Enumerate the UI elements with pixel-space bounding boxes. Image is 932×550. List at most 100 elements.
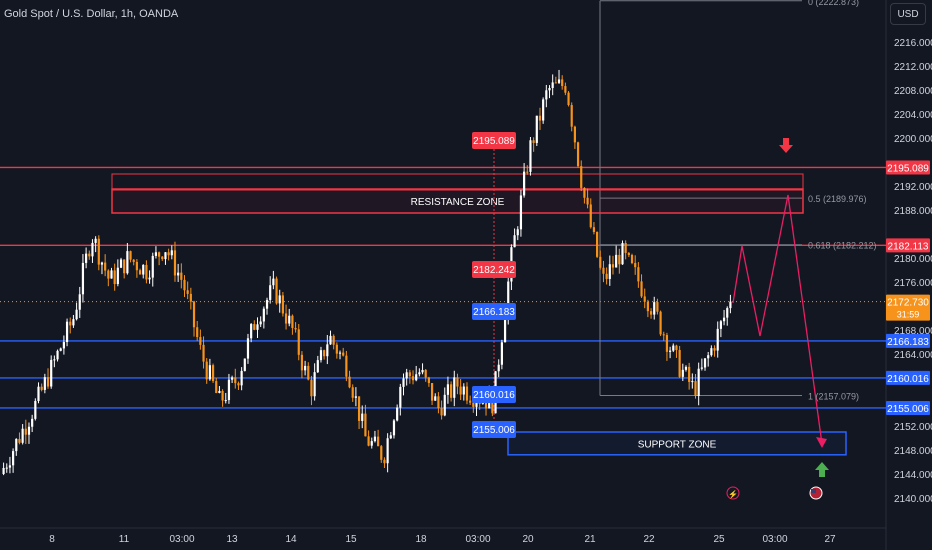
x-tick-label: 8 xyxy=(49,534,55,545)
candle-body xyxy=(100,262,104,265)
candle-body xyxy=(189,293,192,302)
candle-body xyxy=(713,348,716,351)
y-tick-label: 2188.000 xyxy=(894,206,932,217)
x-tick-label: 03:00 xyxy=(762,534,787,545)
candle-body xyxy=(548,88,551,91)
candle-body xyxy=(624,243,627,253)
candle-body xyxy=(338,352,342,354)
y-tick-label: 2148.000 xyxy=(894,446,932,457)
candle-body xyxy=(450,384,453,398)
candle-body xyxy=(551,82,554,89)
measure-tag-label: 2182.242 xyxy=(473,265,515,276)
candle-body xyxy=(8,465,12,468)
candle-body xyxy=(475,402,478,407)
level-price-tag xyxy=(886,400,930,415)
candle-body xyxy=(253,324,256,330)
candle-body xyxy=(615,254,618,268)
down-arrow-icon xyxy=(779,138,793,153)
candle-body xyxy=(377,436,380,447)
candle-body xyxy=(164,252,167,260)
candle-body xyxy=(484,401,488,409)
candle-body xyxy=(202,344,205,362)
candle-body xyxy=(72,319,75,326)
candle-body xyxy=(250,324,253,339)
candle-body xyxy=(516,229,519,236)
projection-path xyxy=(732,194,827,448)
candle-body xyxy=(145,264,148,280)
candle-body xyxy=(329,335,332,345)
measure-tag xyxy=(472,421,516,438)
currency-button[interactable]: USD xyxy=(890,3,926,25)
y-tick-label: 2200.000 xyxy=(894,134,932,145)
last-price-tag xyxy=(886,294,930,321)
candle-body xyxy=(357,396,361,421)
y-tick-label: 2208.000 xyxy=(894,86,932,97)
x-tick-label: 14 xyxy=(285,534,297,545)
x-tick-label: 03:00 xyxy=(169,534,194,545)
candle-body xyxy=(335,344,338,354)
candle-body xyxy=(43,377,46,390)
candle-body xyxy=(545,90,548,100)
candle-body xyxy=(224,400,227,402)
candle-body xyxy=(2,467,5,474)
candle-body xyxy=(151,255,154,278)
candle-body xyxy=(694,381,697,396)
candle-body xyxy=(503,317,507,343)
candle-body xyxy=(561,79,564,87)
candle-body xyxy=(284,313,288,324)
candle-body xyxy=(526,171,529,173)
candle-body xyxy=(297,329,300,355)
candle-body xyxy=(364,413,367,437)
candle-body xyxy=(523,171,526,196)
x-tick-label: 21 xyxy=(584,534,596,545)
candle-body xyxy=(129,251,132,260)
candle-body xyxy=(446,384,450,395)
candle-body xyxy=(53,359,56,361)
x-tick-label: 25 xyxy=(713,534,725,545)
candle-body xyxy=(656,302,659,312)
candle-body xyxy=(722,317,726,322)
candle-body xyxy=(700,367,703,369)
candle-body xyxy=(599,256,602,268)
y-tick-label: 2216.000 xyxy=(894,38,932,49)
candle-body xyxy=(265,299,269,309)
candle-body xyxy=(119,259,123,268)
event-markers: ⚡ xyxy=(726,138,829,500)
candle-body xyxy=(192,301,196,328)
candle-body xyxy=(345,355,348,377)
candle-body xyxy=(269,285,272,300)
candle-body xyxy=(196,327,199,338)
level-price-tag xyxy=(886,370,930,385)
measure-tag xyxy=(472,261,516,278)
measure-tag-label: 2155.006 xyxy=(473,425,515,436)
fib-level-label: 1 (2157.079) xyxy=(808,392,859,402)
candle-body xyxy=(113,270,116,285)
y-tick-label: 2152.000 xyxy=(894,422,932,433)
candle-body xyxy=(465,386,469,401)
candle-body xyxy=(459,386,462,395)
candle-body xyxy=(443,394,446,416)
candle-body xyxy=(183,279,186,291)
measure-tag xyxy=(472,303,516,320)
support-zone-label: SUPPORT ZONE xyxy=(638,439,717,450)
candle-body xyxy=(678,349,681,377)
x-tick-label: 18 xyxy=(415,534,427,545)
bar-countdown: 31:59 xyxy=(897,310,920,320)
candle-body xyxy=(278,295,281,304)
candle-body xyxy=(323,350,326,357)
candle-body xyxy=(262,308,265,322)
measure-tag xyxy=(472,386,516,403)
candle-body xyxy=(405,372,408,379)
lightning-icon xyxy=(726,486,740,500)
candle-body xyxy=(138,270,142,275)
candle-body xyxy=(383,459,386,464)
y-tick-label: 2168.000 xyxy=(894,326,932,337)
candle-body xyxy=(456,377,459,387)
support-zone-box xyxy=(507,431,847,456)
candle-body xyxy=(478,402,481,404)
candle-body xyxy=(602,267,605,274)
candle-body xyxy=(392,420,396,436)
candle-body xyxy=(586,197,589,205)
